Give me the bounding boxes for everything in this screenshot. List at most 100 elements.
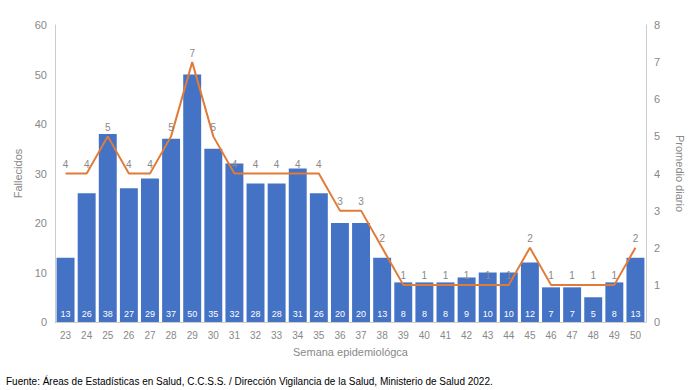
svg-text:Fuente: Áreas de Estadísticas: Fuente: Áreas de Estadísticas en Salud, …: [6, 375, 493, 387]
svg-text:Semana epidemiológca: Semana epidemiológca: [293, 346, 409, 358]
svg-text:8: 8: [422, 309, 427, 319]
svg-text:4: 4: [126, 159, 132, 170]
svg-text:1: 1: [654, 279, 660, 291]
svg-text:3: 3: [358, 196, 364, 207]
svg-text:48: 48: [588, 330, 600, 341]
svg-text:10: 10: [483, 309, 493, 319]
svg-text:4: 4: [63, 159, 69, 170]
svg-text:1: 1: [443, 270, 449, 281]
svg-text:8: 8: [612, 309, 617, 319]
svg-text:24: 24: [81, 330, 93, 341]
svg-text:5: 5: [591, 309, 596, 319]
svg-text:46: 46: [545, 330, 557, 341]
svg-text:35: 35: [208, 309, 218, 319]
svg-text:12: 12: [525, 309, 535, 319]
svg-text:27: 27: [124, 309, 134, 319]
svg-text:38: 38: [377, 330, 389, 341]
svg-text:36: 36: [334, 330, 346, 341]
svg-text:32: 32: [250, 330, 262, 341]
svg-text:50: 50: [187, 309, 197, 319]
svg-text:26: 26: [314, 309, 324, 319]
svg-text:50: 50: [35, 69, 47, 81]
svg-text:31: 31: [229, 330, 241, 341]
svg-text:5: 5: [211, 122, 217, 133]
svg-text:31: 31: [293, 309, 303, 319]
svg-text:2: 2: [527, 233, 533, 244]
svg-text:1: 1: [506, 270, 512, 281]
svg-text:26: 26: [123, 330, 135, 341]
svg-text:49: 49: [609, 330, 621, 341]
svg-text:1: 1: [422, 270, 428, 281]
svg-text:34: 34: [292, 330, 304, 341]
svg-text:4: 4: [316, 159, 322, 170]
svg-text:4: 4: [253, 159, 259, 170]
svg-text:3: 3: [337, 196, 343, 207]
svg-text:8: 8: [401, 309, 406, 319]
svg-text:1: 1: [400, 270, 406, 281]
svg-text:8: 8: [443, 309, 448, 319]
svg-text:26: 26: [82, 309, 92, 319]
svg-text:35: 35: [313, 330, 325, 341]
svg-text:4: 4: [147, 159, 153, 170]
svg-text:23: 23: [60, 330, 72, 341]
svg-text:5: 5: [168, 122, 174, 133]
svg-text:28: 28: [166, 330, 178, 341]
svg-text:1: 1: [485, 270, 491, 281]
svg-text:1: 1: [569, 270, 575, 281]
svg-text:13: 13: [61, 309, 71, 319]
svg-text:2: 2: [654, 242, 660, 254]
svg-text:41: 41: [440, 330, 452, 341]
svg-text:45: 45: [524, 330, 536, 341]
svg-text:1: 1: [612, 270, 618, 281]
svg-text:40: 40: [419, 330, 431, 341]
svg-text:Fallecidos: Fallecidos: [12, 148, 24, 198]
svg-text:20: 20: [35, 217, 47, 229]
svg-text:2: 2: [379, 233, 385, 244]
svg-text:28: 28: [251, 309, 261, 319]
svg-text:1: 1: [548, 270, 554, 281]
svg-text:7: 7: [570, 309, 575, 319]
svg-text:28: 28: [272, 309, 282, 319]
svg-text:1: 1: [590, 270, 596, 281]
svg-text:4: 4: [295, 159, 301, 170]
svg-text:4: 4: [654, 168, 660, 180]
svg-text:30: 30: [208, 330, 220, 341]
svg-text:7: 7: [189, 48, 195, 59]
svg-text:4: 4: [84, 159, 90, 170]
svg-text:5: 5: [105, 122, 111, 133]
svg-text:40: 40: [35, 118, 47, 130]
svg-text:29: 29: [145, 309, 155, 319]
svg-text:60: 60: [35, 19, 47, 31]
svg-text:Promedio diario: Promedio diario: [674, 135, 686, 212]
svg-text:42: 42: [461, 330, 473, 341]
svg-text:30: 30: [35, 168, 47, 180]
svg-text:1: 1: [464, 270, 470, 281]
svg-text:2: 2: [633, 233, 639, 244]
svg-text:3: 3: [654, 205, 660, 217]
svg-text:10: 10: [35, 267, 47, 279]
svg-text:13: 13: [377, 309, 387, 319]
svg-text:13: 13: [630, 309, 640, 319]
svg-text:6: 6: [654, 93, 660, 105]
svg-text:37: 37: [355, 330, 367, 341]
svg-text:39: 39: [398, 330, 410, 341]
svg-text:25: 25: [102, 330, 114, 341]
svg-text:43: 43: [482, 330, 494, 341]
svg-text:20: 20: [335, 309, 345, 319]
svg-text:20: 20: [356, 309, 366, 319]
svg-text:37: 37: [166, 309, 176, 319]
svg-text:33: 33: [271, 330, 283, 341]
svg-text:9: 9: [464, 309, 469, 319]
svg-text:0: 0: [41, 316, 47, 328]
svg-text:8: 8: [654, 19, 660, 31]
svg-text:32: 32: [229, 309, 239, 319]
svg-text:44: 44: [503, 330, 515, 341]
svg-text:7: 7: [549, 309, 554, 319]
svg-text:4: 4: [274, 159, 280, 170]
svg-text:50: 50: [630, 330, 642, 341]
svg-text:4: 4: [232, 159, 238, 170]
svg-text:29: 29: [187, 330, 199, 341]
svg-text:0: 0: [654, 316, 660, 328]
svg-text:5: 5: [654, 130, 660, 142]
svg-text:38: 38: [103, 309, 113, 319]
